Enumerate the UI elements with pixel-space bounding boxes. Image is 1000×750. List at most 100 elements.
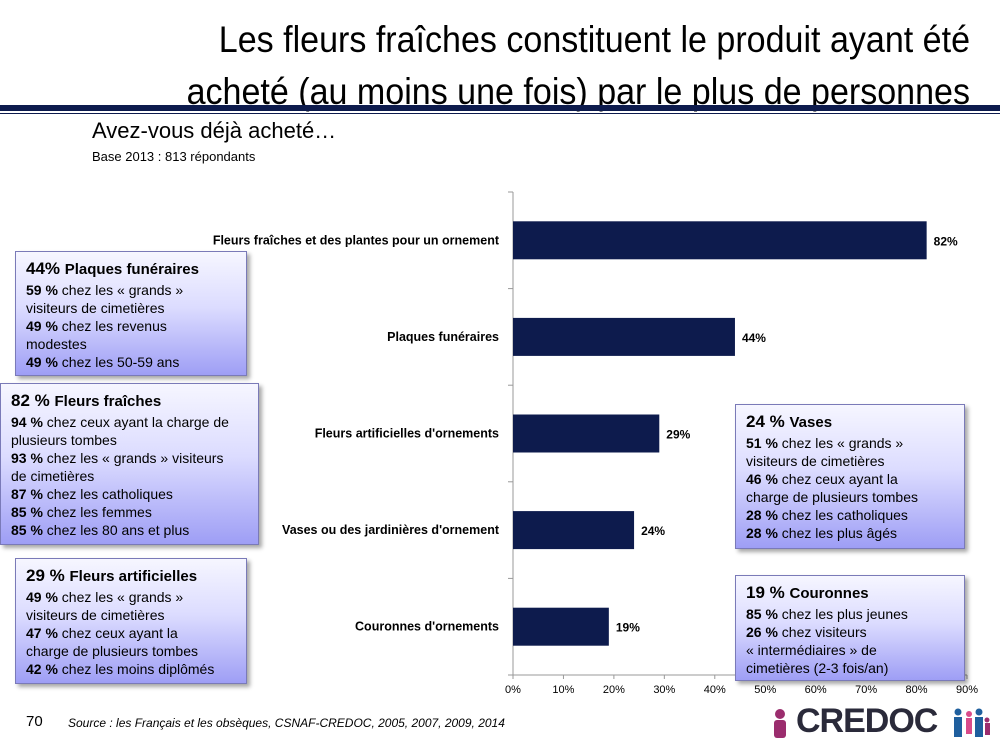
x-tick-label: 80%: [906, 684, 928, 696]
x-tick-label: 30%: [653, 684, 675, 696]
x-tick-label: 60%: [805, 684, 827, 696]
callout-line-text: visiteurs de cimetières: [746, 453, 885, 469]
category-label: Fleurs artificielles d'ornements: [315, 427, 499, 441]
callout-line: charge de plusieurs tombes: [26, 642, 236, 660]
bar: [513, 317, 735, 356]
callout-line-value: 59 %: [26, 282, 58, 298]
data-label: 82%: [934, 234, 958, 248]
callout-line-text: chez les 80 ans et plus: [42, 522, 190, 538]
callout-line-value: 85 %: [746, 606, 778, 622]
logo-text: CREDOC: [796, 702, 938, 740]
bar: [513, 607, 609, 646]
callout-line-text: chez les catholiques: [42, 486, 173, 502]
bar: [513, 221, 927, 260]
callout-line-text: chez les plus âgés: [777, 525, 897, 541]
callout-line-text: chez ceux ayant la: [57, 625, 178, 641]
x-tick-label: 0%: [505, 684, 521, 696]
callout-line: 42 % chez les moins diplômés: [26, 660, 236, 678]
callout-heading: 82 % Fleurs fraîches: [11, 390, 248, 413]
callout-line: 49 % chez les « grands »: [26, 588, 236, 606]
callout-line: visiteurs de cimetières: [746, 452, 954, 470]
callout-name: Vases: [789, 414, 833, 431]
callout-line-value: 51 %: [746, 435, 778, 451]
source-note: Source : les Français et les obsèques, C…: [68, 716, 505, 730]
data-label: 44%: [742, 331, 766, 345]
callout-line: 46 % chez ceux ayant la: [746, 470, 954, 488]
category-label: Fleurs fraîches et des plantes pour un o…: [213, 233, 500, 247]
data-label: 29%: [666, 428, 690, 442]
bar-chart: Fleurs fraîches et des plantes pour un o…: [213, 191, 978, 696]
callout-vases: 24 % Vases 51 % chez les « grands » visite…: [735, 404, 965, 549]
callout-line: 49 % chez les 50-59 ans: [26, 353, 236, 371]
callout-line-text: charge de plusieurs tombes: [746, 489, 918, 505]
callout-line-value: 85 %: [11, 522, 43, 538]
callout-line: de cimetières: [11, 467, 248, 485]
callout-line-value: 46 %: [746, 471, 778, 487]
callout-line: 94 % chez ceux ayant la charge de: [11, 413, 248, 431]
callout-line-value: 28 %: [746, 507, 778, 523]
x-tick-label: 40%: [704, 684, 726, 696]
callout-line: modestes: [26, 335, 236, 353]
x-tick-label: 50%: [754, 684, 776, 696]
title-line-1: Les fleurs fraîches constituent le produ…: [218, 19, 970, 60]
callout-line: visiteurs de cimetières: [26, 299, 236, 317]
callout-line-text: chez les « grands »: [777, 435, 904, 451]
callout-line: 87 % chez les catholiques: [11, 485, 248, 503]
callout-percent: 82 %: [11, 391, 55, 410]
callout-line-text: chez les plus jeunes: [777, 606, 908, 622]
title-rule: [0, 105, 1000, 111]
callout-line-value: 47 %: [26, 625, 58, 641]
callout-line-value: 42 %: [26, 661, 58, 677]
callout-line: 51 % chez les « grands »: [746, 434, 954, 452]
callout-heading: 44% Plaques funéraires: [26, 258, 236, 281]
callout-line-text: cimetières (2-3 fois/an): [746, 660, 889, 676]
callout-line: 85 % chez les 80 ans et plus: [11, 521, 248, 539]
callout-line: charge de plusieurs tombes: [746, 488, 954, 506]
question-text: Avez-vous déjà acheté…: [92, 118, 337, 143]
callout-line: 28 % chez les plus âgés: [746, 524, 954, 542]
callout-couronnes: 19 % Couronnes 85 % chez les plus jeunes 2…: [735, 575, 965, 681]
callout-line-text: visiteurs de cimetières: [26, 300, 165, 316]
callout-heading: 19 % Couronnes: [746, 582, 954, 605]
callout-line-value: 49 %: [26, 589, 58, 605]
callout-line-text: chez les revenus: [57, 318, 167, 334]
callout-line: 28 % chez les catholiques: [746, 506, 954, 524]
callout-percent: 29 %: [26, 566, 70, 585]
callout-line-text: chez les femmes: [42, 504, 152, 520]
data-label: 19%: [616, 621, 640, 635]
callout-line-value: 85 %: [11, 504, 43, 520]
bar: [513, 414, 660, 453]
callout-line: plusieurs tombes: [11, 431, 248, 449]
callout-heading: 29 % Fleurs artificielles: [26, 565, 236, 588]
callout-line-value: 93 %: [11, 450, 43, 466]
callout-name: Couronnes: [789, 585, 869, 602]
base-text: Base 2013 : 813 répondants: [92, 149, 256, 164]
callout-percent: 24 %: [746, 412, 790, 431]
x-tick-label: 70%: [855, 684, 877, 696]
callout-line-value: 49 %: [26, 318, 58, 334]
callout-line-text: chez les « grands » visiteurs: [42, 450, 224, 466]
callout-line: 47 % chez ceux ayant la: [26, 624, 236, 642]
callout-line-text: chez ceux ayant la charge de: [42, 414, 229, 430]
callout-line-text: chez les 50-59 ans: [57, 354, 180, 370]
data-label: 24%: [641, 524, 665, 538]
callout-fleurs-artificielles: 29 % Fleurs artificielles 49 % chez les «…: [15, 558, 247, 684]
callout-line-text: chez les « grands »: [57, 282, 184, 298]
callout-line: 85 % chez les femmes: [11, 503, 248, 521]
bar: [513, 511, 635, 550]
callout-plaques: 44% Plaques funéraires 59 % chez les « gr…: [15, 251, 247, 376]
callout-line-value: 28 %: [746, 525, 778, 541]
callout-line-value: 87 %: [11, 486, 43, 502]
callout-name: Plaques funéraires: [64, 261, 199, 278]
callout-fleurs-fraiches: 82 % Fleurs fraîches 94 % chez ceux ayant…: [0, 383, 259, 545]
callout-line: 49 % chez les revenus: [26, 317, 236, 335]
category-label: Couronnes d'ornements: [355, 620, 499, 634]
title-rule-thin: [0, 113, 1000, 114]
callout-line-text: de cimetières: [11, 468, 95, 484]
callout-heading: 24 % Vases: [746, 411, 954, 434]
callout-percent: 44%: [26, 259, 65, 278]
callout-line-text: charge de plusieurs tombes: [26, 643, 198, 659]
callout-line-value: 94 %: [11, 414, 43, 430]
callout-line-text: chez ceux ayant la: [777, 471, 898, 487]
category-label: Plaques funéraires: [387, 330, 499, 344]
